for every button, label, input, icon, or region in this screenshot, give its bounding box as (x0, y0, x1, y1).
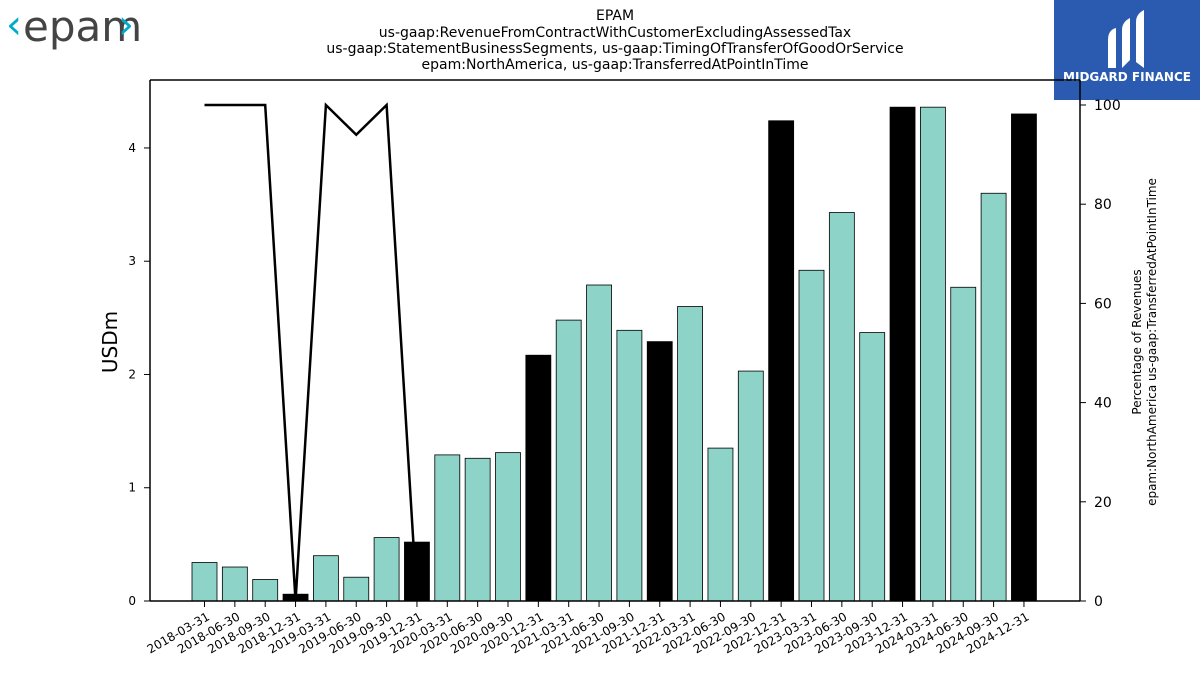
bar-2024-09-30 (980, 192, 1007, 602)
bar-2022-06-30 (707, 447, 734, 602)
y2-tick-label: 100 (1094, 98, 1121, 114)
percentage-line-series (204, 102, 419, 602)
bar-2021-06-30 (586, 284, 612, 602)
title-line-2: us-gaap:RevenueFromContractWithCustomerE… (379, 25, 851, 41)
y-tick-label: 1 (128, 481, 136, 495)
bar-2019-03-31 (312, 555, 339, 602)
logo-right-bracket: › (118, 2, 134, 48)
bar-2020-09-30 (495, 452, 521, 602)
bar-series (191, 106, 1037, 602)
x-axis-ticks: 2018-03-312018-06-302018-09-302018-12-31… (145, 601, 1031, 656)
y-tick-label: 3 (128, 254, 136, 268)
bar-2022-03-31 (677, 306, 703, 602)
bar-2023-06-30 (828, 212, 855, 602)
bar-2020-06-30 (464, 457, 491, 602)
y-axis-label: USDm (98, 311, 122, 373)
y2-tick-label: 20 (1094, 495, 1112, 511)
bar-2022-12-31 (768, 120, 795, 602)
bar-2024-03-31 (920, 106, 946, 602)
bar-2018-06-30 (221, 566, 248, 602)
bar-2023-03-31 (798, 269, 825, 602)
bar-2020-03-31 (434, 454, 461, 602)
y2-axis-ticks: 0 20 40 60 80 100 (1080, 98, 1121, 610)
chart-title: EPAM us-gaap:RevenueFromContractWithCust… (326, 8, 903, 73)
title-line-4: epam:NorthAmerica, us-gaap:TransferredAt… (422, 57, 809, 73)
y2-tick-label: 0 (1094, 594, 1103, 610)
y-tick-label: 0 (128, 594, 136, 608)
y-tick-label: 2 (128, 367, 136, 381)
midgard-logo: MIDGARD FINANCE (1054, 0, 1200, 100)
bar-2019-06-30 (343, 576, 370, 602)
y-axis-ticks: 0 1 2 3 4 (128, 141, 150, 608)
bar-2023-12-31 (889, 106, 916, 602)
bar-2024-12-31 (1011, 113, 1037, 602)
bar-2021-03-31 (555, 319, 582, 602)
y2-axis-label-line-2: epam:NorthAmerica us-gaap:TransferredAtP… (1145, 178, 1159, 506)
logo-left-bracket: ‹ (6, 2, 22, 48)
title-line-3: us-gaap:StatementBusinessSegments, us-ga… (326, 41, 903, 57)
bar-2024-06-30 (950, 286, 977, 602)
logo-left-text: epam (23, 2, 142, 51)
bar-2020-12-31 (525, 354, 552, 602)
midgard-mark-icon (1108, 10, 1144, 68)
epam-logo: ‹ epam › (6, 2, 142, 51)
bar-2021-12-31 (646, 341, 673, 602)
bar-2019-09-30 (373, 537, 400, 602)
y2-tick-label: 60 (1094, 296, 1112, 312)
y2-axis-label-line-1: Percentage of Revenues (1130, 269, 1144, 414)
y2-tick-label: 40 (1094, 396, 1112, 412)
bar-2018-03-31 (191, 562, 218, 602)
bar-2018-09-30 (252, 579, 279, 602)
title-line-1: EPAM (596, 8, 634, 24)
bar-2021-09-30 (616, 329, 643, 602)
bar-2022-09-30 (737, 370, 764, 602)
midgard-logo-text: MIDGARD FINANCE (1063, 70, 1191, 84)
percentage-line (204, 102, 419, 602)
bar-2023-09-30 (859, 332, 886, 602)
y-tick-label: 4 (128, 141, 136, 155)
y2-tick-label: 80 (1094, 197, 1112, 213)
